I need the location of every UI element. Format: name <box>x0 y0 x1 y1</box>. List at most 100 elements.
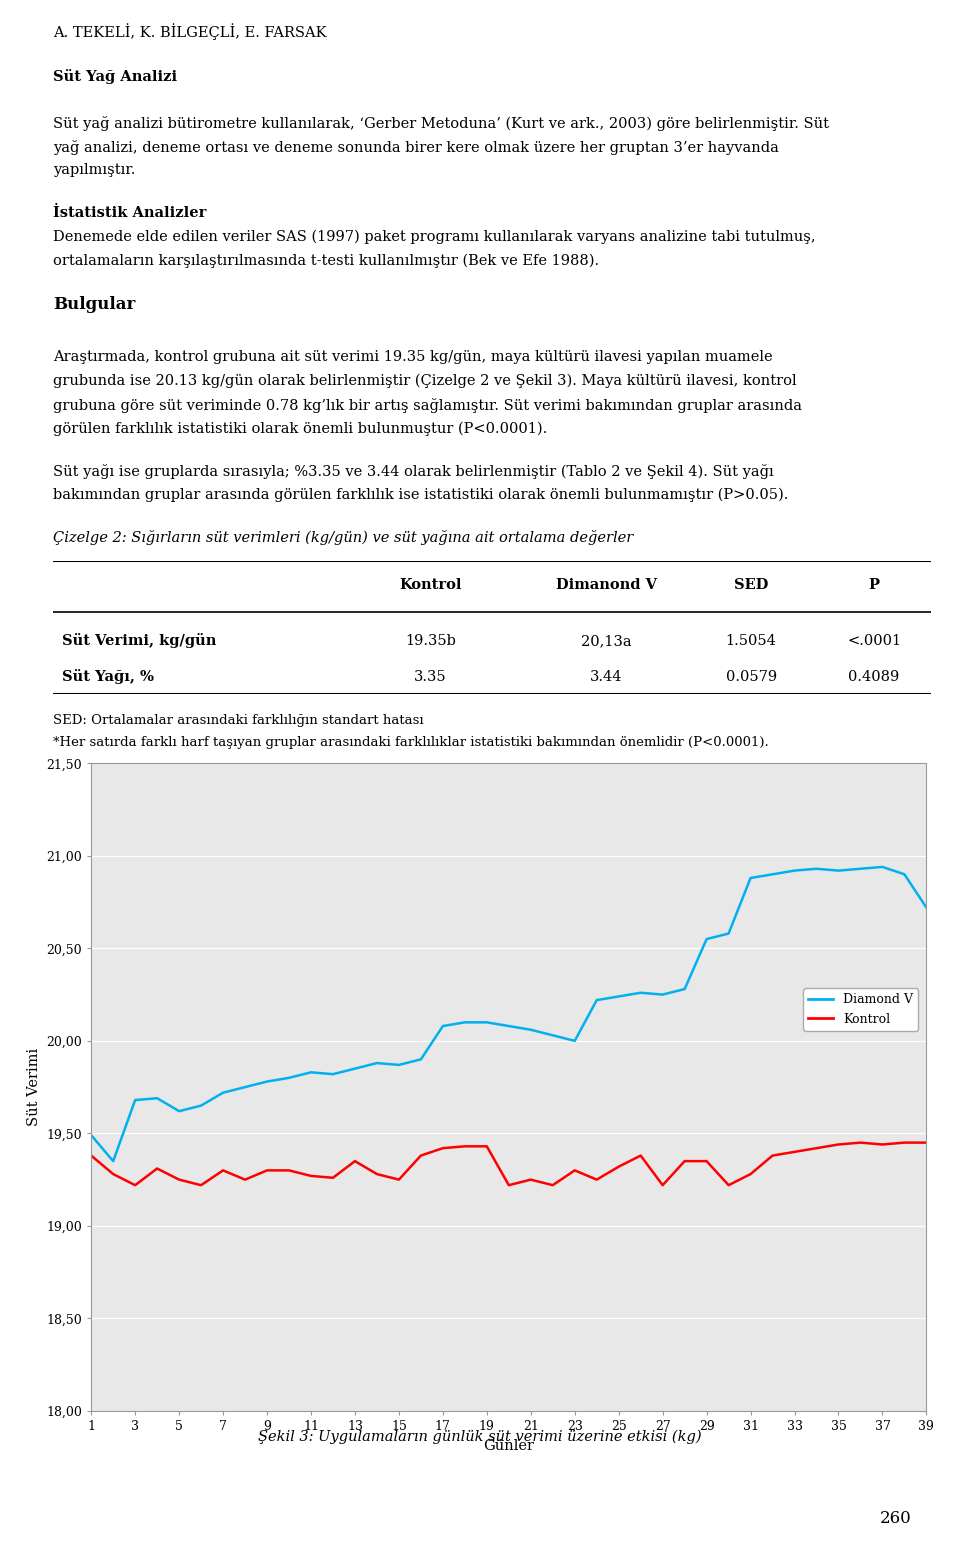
Diamond V <box>349 1059 361 1078</box>
Kontrol <box>152 1160 163 1178</box>
Diamond V <box>130 1090 141 1109</box>
Diamond V <box>612 987 624 1005</box>
Text: 0.4089: 0.4089 <box>849 669 900 683</box>
Text: Kontrol: Kontrol <box>399 578 462 592</box>
Kontrol <box>349 1152 361 1170</box>
Kontrol <box>701 1152 712 1170</box>
Text: Süt Yağı, %: Süt Yağı, % <box>61 669 154 685</box>
Diamond V <box>415 1050 426 1069</box>
Kontrol <box>459 1136 470 1155</box>
Text: Şekil 3: Uygulamaların günlük süt verimi üzerine etkisi (kg): Şekil 3: Uygulamaların günlük süt verimi… <box>258 1429 702 1443</box>
Diamond V <box>811 859 823 877</box>
Kontrol <box>481 1136 492 1155</box>
Diamond V <box>789 862 801 880</box>
Text: Bulgular: Bulgular <box>53 296 135 313</box>
Kontrol <box>394 1170 405 1189</box>
Diamond V <box>152 1089 163 1107</box>
Text: Dimanond V: Dimanond V <box>556 578 657 592</box>
Legend: Diamond V, Kontrol: Diamond V, Kontrol <box>804 988 919 1030</box>
Diamond V <box>723 924 734 942</box>
Kontrol <box>85 1146 97 1164</box>
Text: Süt Yağ Analizi: Süt Yağ Analizi <box>53 69 177 85</box>
Diamond V <box>217 1084 228 1103</box>
Text: SED: Ortalamalar arasındaki farklılığın standart hatası: SED: Ortalamalar arasındaki farklılığın … <box>53 714 423 726</box>
Diamond V <box>305 1062 317 1081</box>
Diamond V <box>437 1016 448 1035</box>
Text: 0.0579: 0.0579 <box>726 669 777 683</box>
Diamond V <box>921 899 932 917</box>
Diamond V <box>701 930 712 948</box>
Diamond V <box>327 1066 339 1084</box>
Text: 19.35b: 19.35b <box>405 634 456 648</box>
Diamond V <box>261 1072 273 1090</box>
Kontrol <box>635 1146 646 1164</box>
Diamond V <box>108 1152 119 1170</box>
Diamond V <box>832 862 844 880</box>
Kontrol <box>745 1164 756 1183</box>
Text: ortalamaların karşılaştırılmasında t-testi kullanılmıştır (Bek ve Efe 1988).: ortalamaların karşılaştırılmasında t-tes… <box>53 253 599 268</box>
Kontrol <box>854 1133 866 1152</box>
Text: 260: 260 <box>880 1510 912 1527</box>
Kontrol <box>108 1164 119 1183</box>
Text: SED: SED <box>734 578 768 592</box>
Text: Denemede elde edilen veriler SAS (1997) paket programı kullanılarak varyans anal: Denemede elde edilen veriler SAS (1997) … <box>53 230 815 244</box>
Text: A. TEKELİ, K. BİLGEÇLİ, E. FARSAK: A. TEKELİ, K. BİLGEÇLİ, E. FARSAK <box>53 23 326 40</box>
Text: *Her satırda farklı harf taşıyan gruplar arasındaki farklılıklar istatistiki bak: *Her satırda farklı harf taşıyan gruplar… <box>53 736 769 748</box>
Text: yağ analizi, deneme ortası ve deneme sonunda birer kere olmak üzere her gruptan : yağ analizi, deneme ortası ve deneme son… <box>53 140 779 154</box>
Kontrol <box>767 1146 779 1164</box>
Diamond V <box>85 1126 97 1144</box>
Line: Diamond V: Diamond V <box>91 867 926 1161</box>
Text: Süt Verimi, kg/gün: Süt Verimi, kg/gün <box>61 634 216 648</box>
Text: görülen farklılık istatistiki olarak önemli bulunmuştur (P<0.0001).: görülen farklılık istatistiki olarak öne… <box>53 421 547 436</box>
Text: 3.44: 3.44 <box>590 669 622 683</box>
Text: İstatistik Analizler: İstatistik Analizler <box>53 207 206 221</box>
Diamond V <box>547 1025 559 1044</box>
Kontrol <box>372 1164 383 1183</box>
Text: <.0001: <.0001 <box>847 634 901 648</box>
Text: 3.35: 3.35 <box>414 669 446 683</box>
Kontrol <box>723 1177 734 1195</box>
Text: Araştırmada, kontrol grubuna ait süt verimi 19.35 kg/gün, maya kültürü ilavesi y: Araştırmada, kontrol grubuna ait süt ver… <box>53 350 773 364</box>
Diamond V <box>569 1032 581 1050</box>
Diamond V <box>899 865 910 884</box>
Diamond V <box>767 865 779 884</box>
Diamond V <box>679 979 690 998</box>
X-axis label: Günler: Günler <box>483 1439 535 1453</box>
Kontrol <box>503 1177 515 1195</box>
Kontrol <box>525 1170 537 1189</box>
Y-axis label: Süt Verimi: Süt Verimi <box>27 1049 40 1126</box>
Text: 20,13a: 20,13a <box>581 634 632 648</box>
Kontrol <box>547 1177 559 1195</box>
Diamond V <box>283 1069 295 1087</box>
Diamond V <box>525 1021 537 1039</box>
Kontrol <box>876 1135 888 1153</box>
Diamond V <box>239 1078 251 1096</box>
Diamond V <box>635 984 646 1002</box>
Kontrol <box>327 1169 339 1187</box>
Diamond V <box>195 1096 206 1115</box>
Kontrol <box>283 1161 295 1180</box>
Kontrol <box>174 1170 185 1189</box>
Text: Süt yağ analizi bütirometre kullanılarak, ‘Gerber Metoduna’ (Kurt ve ark., 2003): Süt yağ analizi bütirometre kullanılarak… <box>53 116 828 131</box>
Diamond V <box>503 1016 515 1035</box>
Diamond V <box>372 1053 383 1072</box>
Diamond V <box>459 1013 470 1032</box>
Diamond V <box>745 868 756 887</box>
Kontrol <box>239 1170 251 1189</box>
Text: Süt yağı ise gruplarda sırasıyla; %3.35 ve 3.44 olarak belirlenmiştir (Tablo 2 v: Süt yağı ise gruplarda sırasıyla; %3.35 … <box>53 464 774 480</box>
Diamond V <box>394 1056 405 1075</box>
Kontrol <box>679 1152 690 1170</box>
Diamond V <box>174 1103 185 1121</box>
Kontrol <box>789 1143 801 1161</box>
Kontrol <box>811 1140 823 1158</box>
Diamond V <box>657 985 668 1004</box>
Kontrol <box>437 1140 448 1158</box>
Kontrol <box>657 1177 668 1195</box>
Line: Kontrol: Kontrol <box>91 1143 926 1186</box>
Kontrol <box>569 1161 581 1180</box>
Diamond V <box>876 857 888 876</box>
Kontrol <box>921 1133 932 1152</box>
Text: yapılmıştır.: yapılmıştır. <box>53 163 135 177</box>
Kontrol <box>261 1161 273 1180</box>
Kontrol <box>130 1177 141 1195</box>
